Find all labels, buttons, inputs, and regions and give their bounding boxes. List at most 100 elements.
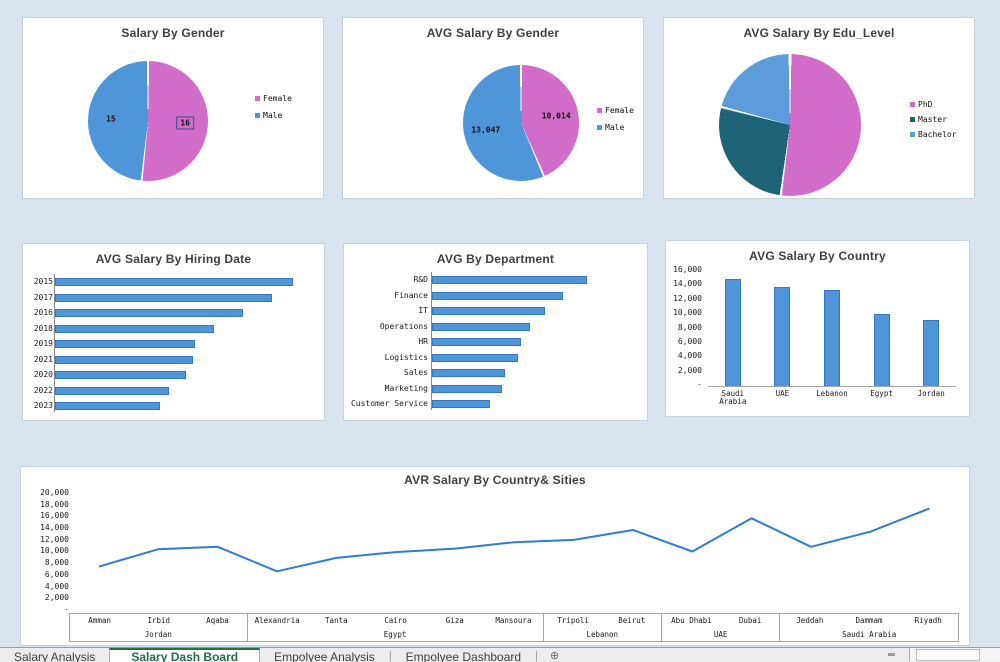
- chart-card-avg-salary-by-gender[interactable]: AVG Salary By Gender 10,014 13,047 Female…: [342, 17, 644, 199]
- chart-title-avr-salary-by-country-cities[interactable]: AVR Salary By Country& Sities: [404, 473, 586, 487]
- chart-card-avg-salary-by-edu-level[interactable]: AVG Salary By Edu_Level PhD Master Bachelo…: [663, 17, 975, 199]
- bar[interactable]: [923, 320, 940, 386]
- line-series[interactable]: [69, 493, 959, 611]
- bar-row: [432, 369, 631, 377]
- bar[interactable]: [432, 322, 530, 331]
- bar[interactable]: [55, 386, 170, 395]
- bar[interactable]: [55, 309, 243, 317]
- chart-title-avg-salary-by-edu-level[interactable]: AVG Salary By Edu_Level: [743, 26, 895, 40]
- country-label: UAE: [662, 627, 781, 641]
- bar-row: [432, 384, 631, 393]
- legend-avg-salary-by-edu-level[interactable]: PhD Master Bachelor: [910, 100, 957, 145]
- category-label: 2015: [33, 277, 53, 286]
- category-axis-labels: 2015 2017 2016 2018 2019 2021 2020 2022 2023: [27, 278, 53, 410]
- bar-slot: [906, 270, 956, 386]
- bar[interactable]: [55, 371, 186, 379]
- scrollbar-thumb[interactable]: [916, 649, 980, 661]
- city-label: Riyadh: [914, 616, 942, 625]
- legend-avg-salary-by-gender[interactable]: Female Male: [597, 106, 634, 140]
- category-label: 2019: [33, 339, 53, 348]
- bar[interactable]: [55, 355, 194, 364]
- city-axis-row: Amman Irbid Aqaba Alexandria Tanta Cairo Giza M…: [70, 614, 958, 627]
- category-label: 2021: [33, 354, 53, 364]
- bar-row: [55, 386, 312, 395]
- bar[interactable]: [55, 324, 215, 333]
- bar-row: [55, 309, 312, 317]
- bar[interactable]: [724, 278, 741, 386]
- chart-card-salary-by-gender[interactable]: Salary By Gender 16 15 Female Male: [22, 17, 324, 199]
- category-label: Sales: [403, 368, 428, 377]
- chart-title-avg-by-department[interactable]: AVG By Department: [436, 252, 555, 266]
- bar-row: [432, 291, 631, 300]
- scrollbar-track[interactable]: [909, 648, 1000, 661]
- chart-card-avg-by-department[interactable]: AVG By Department R&D Finance IT Operations…: [343, 243, 648, 421]
- pie-avg-salary-by-edu-level[interactable]: [719, 54, 861, 196]
- bar-row: [55, 324, 312, 333]
- legend-label: Male: [263, 110, 283, 120]
- legend-swatch: [597, 107, 602, 113]
- pie-data-label: 15: [106, 114, 116, 124]
- legend-item: Bachelor: [910, 130, 957, 139]
- category-label: 2023: [33, 401, 53, 410]
- bar[interactable]: [432, 291, 563, 300]
- chart-card-avg-salary-by-country[interactable]: AVG Salary By Country 16,000 14,000 12,000…: [665, 240, 970, 417]
- bar[interactable]: [873, 314, 890, 386]
- bar-row: [432, 307, 631, 315]
- bar[interactable]: [55, 293, 272, 302]
- city-label: Tanta: [325, 616, 348, 625]
- city-label: Tripoli: [557, 616, 589, 625]
- chart-title-salary-by-gender[interactable]: Salary By Gender: [121, 26, 225, 40]
- category-axis-labels: R&D Finance IT Operations HR Logistics Sales Ma…: [346, 276, 428, 408]
- city-label: Mansoura: [484, 614, 544, 627]
- bar-row: [432, 338, 631, 346]
- tab-salary-analysis[interactable]: Salary Analysis: [14, 650, 96, 662]
- chart-card-avr-salary-by-country-cities[interactable]: AVR Salary By Country& Sities 20,000 18,0…: [20, 466, 970, 646]
- bar[interactable]: [432, 353, 518, 362]
- bar-slot: [857, 270, 907, 386]
- horizontal-scrollbar[interactable]: [888, 648, 1000, 661]
- bar[interactable]: [432, 400, 490, 408]
- category-axis-labels: Saudi Arabia UAE Lebanon Egypt Jordan: [708, 390, 956, 406]
- value-axis-tick-label: 2,000: [44, 593, 69, 603]
- bar-row: [55, 340, 312, 348]
- chart-title-avg-salary-by-country[interactable]: AVG Salary By Country: [749, 249, 886, 263]
- legend-swatch: [910, 101, 915, 107]
- bar[interactable]: [55, 402, 160, 410]
- tab-salary-dash-board[interactable]: Salary Dash Board: [109, 648, 261, 662]
- chart-title-avg-salary-by-hiring-date[interactable]: AVG Salary By Hiring Date: [95, 252, 252, 266]
- chart-title-avg-salary-by-gender[interactable]: AVG Salary By Gender: [426, 26, 560, 40]
- bar[interactable]: [774, 287, 791, 386]
- bar[interactable]: [432, 307, 546, 315]
- new-sheet-icon[interactable]: ⊕: [549, 650, 560, 662]
- pie-salary-by-gender[interactable]: 16 15: [88, 61, 208, 181]
- category-axis-line: [431, 272, 432, 410]
- scrollbar-splitter-handle-icon[interactable]: [888, 653, 895, 656]
- tab-separator: |: [535, 650, 538, 662]
- value-axis-labels: 20,000 18,000 16,000 14,000 12,000 10,000 8,00…: [31, 489, 69, 614]
- city-label: Jeddah: [796, 616, 824, 625]
- bar[interactable]: [432, 338, 521, 346]
- country-label: Jordan: [70, 627, 248, 641]
- legend-salary-by-gender[interactable]: Female Male: [255, 94, 292, 128]
- tab-empolyee-dashboard[interactable]: Empolyee Dashboard: [405, 650, 522, 662]
- bar-row: [432, 400, 631, 408]
- category-label: UAE: [775, 389, 790, 398]
- pie-data-label: 10,014: [541, 111, 571, 121]
- bar[interactable]: [432, 369, 506, 377]
- value-axis-tick-label: 16,000: [40, 511, 69, 521]
- bar[interactable]: [823, 289, 840, 386]
- tab-empolyee-analysis[interactable]: Empolyee Analysis: [274, 650, 375, 662]
- bar[interactable]: [55, 278, 293, 286]
- bar-slot: [807, 270, 857, 386]
- chart-card-avg-salary-by-hiring-date[interactable]: AVG Salary By Hiring Date 2015 2017 2016 20…: [22, 243, 325, 421]
- value-axis-tick-label: 8,000: [677, 322, 702, 332]
- legend-swatch: [255, 112, 260, 118]
- bar[interactable]: [432, 384, 502, 393]
- bar[interactable]: [55, 340, 196, 348]
- pie-avg-salary-by-gender[interactable]: 10,014 13,047: [463, 65, 579, 181]
- bar[interactable]: [432, 276, 588, 284]
- city-label: Aqaba: [188, 614, 248, 627]
- city-label: Dammam: [855, 616, 883, 625]
- bar-row: [432, 353, 631, 362]
- pie-data-label: 16: [176, 116, 194, 130]
